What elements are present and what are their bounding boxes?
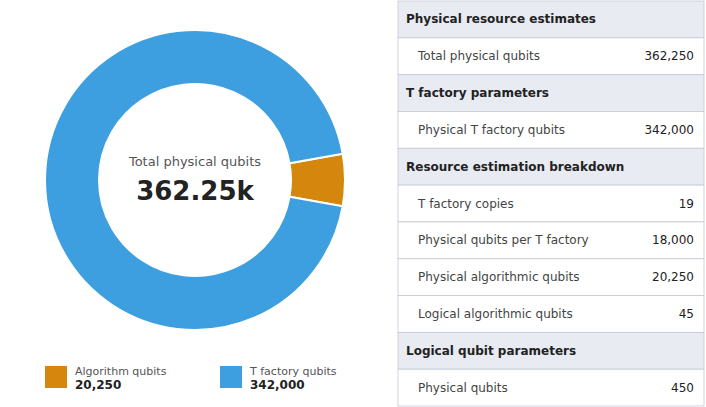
legend-label: T factory qubits <box>249 365 337 378</box>
row-label: Total physical qubits <box>417 49 540 63</box>
legend-value: 342,000 <box>250 378 305 392</box>
row-value: 19 <box>679 197 694 211</box>
header-label: Logical qubit parameters <box>406 344 576 358</box>
row-value: 450 <box>671 381 694 395</box>
row-label: Physical qubits <box>418 381 508 395</box>
legend-swatch <box>220 366 242 388</box>
center-label: Total physical qubits <box>128 154 261 169</box>
row-label: T factory copies <box>417 197 514 211</box>
table-row <box>398 185 704 222</box>
donut <box>45 30 345 330</box>
legend: Algorithm qubits20,250 T factory qubits34… <box>45 365 337 392</box>
header-label: Physical resource estimates <box>406 12 596 26</box>
row-value: 20,250 <box>652 270 694 284</box>
header-row <box>398 148 704 185</box>
row-value: 45 <box>679 307 694 321</box>
table-row <box>398 38 704 75</box>
row-label: Physical qubits per T factory <box>418 233 589 247</box>
row-label: Physical T factory qubits <box>418 123 565 137</box>
row-value: 362,250 <box>644 49 694 63</box>
table-row <box>398 369 704 406</box>
legend-swatch <box>45 366 67 388</box>
header-label: Resource estimation breakdown <box>406 160 624 174</box>
center-value: 362.25k <box>136 176 254 206</box>
chart: Total physical qubits 362.25k Algorithm qu… <box>0 0 706 407</box>
header-row <box>398 1 704 38</box>
header-label: T factory parameters <box>406 86 549 100</box>
row-value: 18,000 <box>652 233 694 247</box>
row-label: Logical algorithmic qubits <box>418 307 573 321</box>
legend-label: Algorithm qubits <box>75 365 167 378</box>
row-value: 342,000 <box>644 123 694 137</box>
slice <box>45 30 343 330</box>
row-label: Physical algorithmic qubits <box>418 270 579 284</box>
legend-value: 20,250 <box>75 378 121 392</box>
table-row <box>398 296 704 333</box>
header-row <box>398 75 704 112</box>
header-row <box>398 332 704 369</box>
table: Physical resource estimates Total physica… <box>398 1 704 406</box>
table-row <box>398 111 704 148</box>
table-row <box>398 259 704 296</box>
table-row <box>398 222 704 259</box>
